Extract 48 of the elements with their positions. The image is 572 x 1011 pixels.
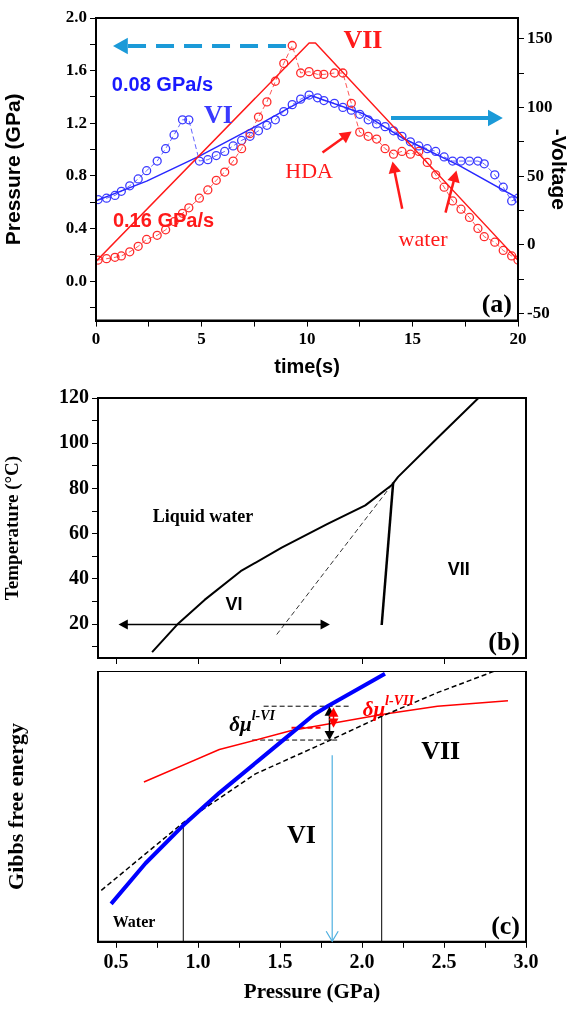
- y2-tick-label: 100: [527, 96, 553, 116]
- y2-tick-label: 50: [527, 165, 544, 185]
- x-tick-label: 0.5: [103, 949, 129, 972]
- annotation: VII: [447, 558, 470, 579]
- annotation: (c): [491, 910, 520, 940]
- y2-tick-label: 150: [527, 28, 553, 48]
- x-axis-title: time(s): [274, 354, 340, 377]
- y-tick-label: 0.4: [65, 217, 88, 237]
- y-tick-label: 1.6: [65, 60, 87, 80]
- y-tick-label: 1.2: [65, 112, 87, 132]
- x-tick-label: 1.5: [267, 949, 293, 972]
- annotation: Liquid water: [152, 506, 254, 527]
- annotation: VI: [225, 593, 243, 614]
- x-tick-label: 10: [298, 329, 316, 349]
- annotation: 0.08 GPa/s: [111, 72, 214, 95]
- x-tick-label: 2.0: [349, 949, 375, 972]
- y-axis-title: Temperature (°C): [1, 455, 24, 601]
- x-tick-label: 5: [197, 329, 206, 349]
- x-tick-label: 1.0: [185, 949, 211, 972]
- annotation: (b): [488, 626, 520, 656]
- y-tick-label: 60: [69, 520, 89, 543]
- x-tick-label: 20: [509, 329, 527, 349]
- annotation: Water: [112, 912, 156, 930]
- annotation: VII: [421, 735, 461, 765]
- annotation: VII: [343, 25, 383, 55]
- y2-tick-label: -50: [527, 303, 550, 323]
- y-tick-label: 80: [69, 475, 89, 498]
- annotation: HDA: [285, 157, 334, 183]
- x-tick-label: 15: [404, 329, 421, 349]
- annotation: VI: [203, 100, 233, 130]
- x-axis-title: Pressure (GPa): [243, 978, 381, 1003]
- annotation: (a): [481, 289, 512, 319]
- y-tick-label: 2.0: [65, 7, 87, 27]
- y-tick-label: 120: [59, 385, 89, 408]
- y-tick-label: 40: [69, 566, 89, 589]
- y2-tick-label: 0: [527, 234, 536, 254]
- x-tick-label: 3.0: [513, 949, 539, 972]
- x-tick-label: 0: [91, 329, 101, 349]
- y-tick-label: 0.8: [65, 165, 87, 185]
- y-tick-label: 100: [59, 430, 89, 453]
- y-tick-label: 0.0: [65, 270, 87, 290]
- y2-axis-title: -Voltage: [547, 128, 571, 210]
- y-tick-label: 20: [69, 611, 89, 634]
- annotation: VI: [286, 819, 316, 849]
- y-axis-title: Gibbs free energy: [2, 722, 28, 890]
- annotation: water: [398, 226, 449, 252]
- x-tick-label: 2.5: [431, 949, 457, 972]
- y-axis-title: Pressure (GPa): [1, 93, 25, 246]
